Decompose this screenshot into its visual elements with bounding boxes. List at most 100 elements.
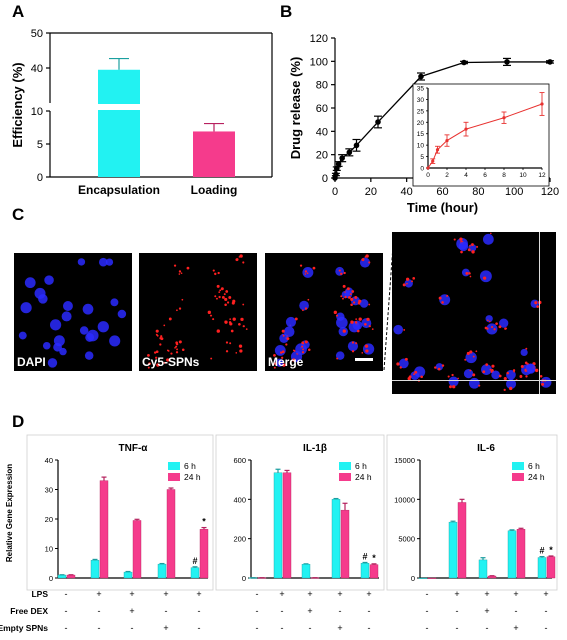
nanoparticle [336, 357, 339, 360]
nanoparticle [153, 351, 157, 354]
nucleus [336, 316, 348, 329]
nanoparticle [238, 256, 241, 258]
y-axis-label: Efficiency (%) [10, 62, 25, 147]
nanoparticle [412, 276, 416, 280]
x-tick-label: Encapsulation [78, 183, 160, 197]
bar [537, 557, 547, 579]
nanoparticle [406, 282, 408, 285]
bar [166, 489, 176, 579]
nanoparticle [519, 375, 523, 378]
y-tick-label: 0 [37, 172, 43, 184]
legend-swatch [339, 462, 351, 470]
inset-x-tick-label: 6 [483, 172, 487, 179]
nanoparticle [366, 317, 370, 322]
nanoparticle [223, 293, 226, 296]
nanoparticle [476, 245, 479, 248]
nanoparticle [175, 341, 178, 345]
nanoparticle [235, 352, 238, 354]
bar [157, 563, 167, 579]
nucleus [352, 320, 363, 331]
nucleus [49, 319, 62, 331]
nanoparticle [178, 273, 181, 275]
nanoparticle [176, 309, 178, 312]
nanoparticle [170, 352, 173, 355]
nucleus [463, 368, 474, 379]
nanoparticle [342, 329, 346, 333]
y-axis-label: Relative Gene Expression [5, 464, 14, 562]
data-point [504, 59, 510, 65]
inset-x-tick-label: 8 [502, 172, 506, 179]
nanoparticle [342, 284, 346, 288]
nanoparticle [304, 270, 308, 273]
bar [507, 530, 517, 579]
nucleus [110, 298, 119, 307]
bar [57, 574, 67, 579]
legend-swatch [512, 462, 524, 470]
chart-a-efficiency: 0 5 10 40 50 Efficiency (%) Encapsulation Loadi… [10, 28, 273, 197]
y-tick-label: 40 [45, 456, 53, 465]
nanoparticle [216, 329, 220, 333]
nanoparticle [178, 270, 182, 273]
nanoparticle [301, 341, 304, 345]
nanoparticle [282, 363, 286, 367]
nanoparticle [469, 350, 473, 354]
condition-sign: - [165, 606, 168, 616]
nanoparticle [438, 296, 442, 300]
nanoparticle [534, 368, 539, 373]
y-tick-label: 80 [316, 80, 328, 92]
nanoparticle [489, 320, 491, 323]
nucleus [44, 275, 54, 285]
subplot-frame [386, 434, 558, 591]
y-axis-label: Drug release (%) [288, 57, 303, 160]
nucleus [279, 333, 289, 343]
nanoparticle [350, 297, 354, 301]
nanoparticle [525, 375, 528, 378]
nucleus [283, 326, 295, 338]
error-bar [480, 557, 486, 560]
data-point [335, 161, 342, 167]
nanoparticle [351, 350, 355, 353]
nanoparticle [186, 266, 190, 270]
nanoparticle [536, 305, 539, 308]
nanoparticle [464, 358, 467, 361]
nanoparticle [282, 334, 285, 337]
nucleus [362, 343, 375, 355]
nanoparticle [413, 373, 416, 376]
condition-label: LPS [31, 589, 48, 599]
data-point [333, 165, 340, 172]
nucleus [295, 343, 307, 355]
bar [516, 529, 526, 579]
nanoparticle [338, 269, 341, 272]
nucleus [18, 331, 27, 340]
nanoparticle [242, 303, 245, 306]
nanoparticle [212, 318, 215, 321]
inset-data-point [426, 166, 430, 170]
condition-sign: - [456, 623, 459, 633]
nanoparticle [524, 361, 528, 365]
bar [301, 564, 311, 579]
orthogonal-view-right [539, 232, 540, 394]
nanoparticle [215, 297, 218, 300]
condition-sign: + [513, 589, 518, 599]
panel-letter-b: B [280, 2, 293, 21]
nanoparticle [217, 271, 220, 275]
nanoparticle [229, 342, 232, 345]
nanoparticle [181, 298, 184, 301]
bar [546, 556, 556, 579]
nanoparticle [371, 328, 374, 330]
y-tick-label: 0 [411, 574, 415, 583]
nanoparticle [344, 295, 347, 299]
nanoparticle [491, 368, 494, 371]
nanoparticle [364, 344, 369, 348]
condition-sign: + [307, 589, 312, 599]
nanoparticle [541, 382, 545, 386]
condition-sign: - [545, 623, 548, 633]
nanoparticle [351, 341, 355, 344]
y-tick-label: 50 [31, 28, 43, 40]
error-bar [548, 555, 554, 557]
inset-y-tick-label: 15 [417, 131, 425, 138]
error-bar [125, 570, 131, 573]
condition-sign: + [279, 589, 284, 599]
nucleus [77, 258, 86, 266]
nanoparticle [225, 290, 229, 293]
